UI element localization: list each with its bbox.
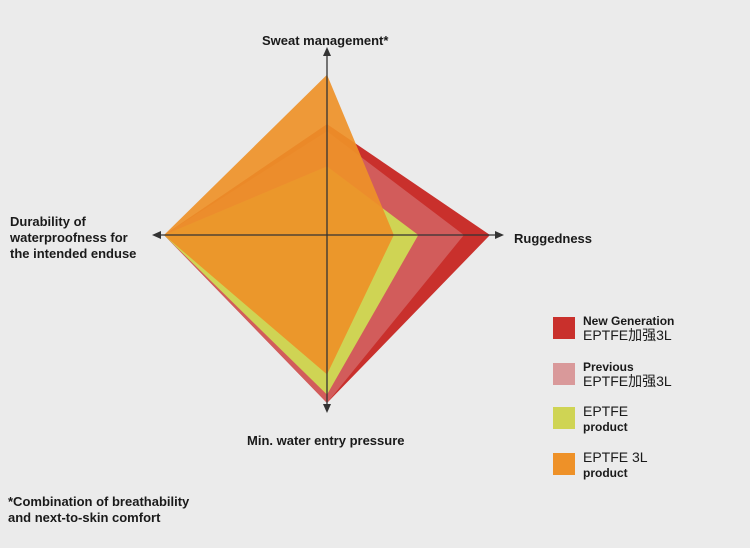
footnote: *Combination of breathability and next-t… [8,494,190,525]
axis-label-sweat-management: Sweat management* [262,33,389,48]
chart-axes [152,47,504,413]
axis-label-ruggedness: Ruggedness [514,231,593,246]
legend-swatch-previous [553,363,575,385]
legend-label-eptfe: EPTFE [583,403,629,419]
arrow-right-icon [495,231,504,239]
legend-swatch-new-generation [553,317,575,339]
axis-label-min-water-entry-pressure: Min. water entry pressure [247,433,405,448]
legend-sublabel-new-generation: EPTFE加强3L [583,327,672,343]
legend-label-previous: Previous [583,360,634,374]
legend-label-eptfe-3l: EPTFE 3L [583,449,648,465]
legend-sublabel-eptfe-3l: product [583,466,628,480]
series-polygon-eptfe-3l-product [164,74,394,375]
legend-swatch-eptfe-3l [553,453,575,475]
arrow-down-icon [323,404,331,413]
axis-label-durability: Durability of waterproofness for the int… [10,214,137,261]
arrow-left-icon [152,231,161,239]
legend-sublabel-previous: EPTFE加强3L [583,373,672,389]
arrow-up-icon [323,47,331,56]
legend-swatch-eptfe [553,407,575,429]
legend-label-new-generation: New Generation [583,314,675,328]
legend-sublabel-eptfe: product [583,420,628,434]
